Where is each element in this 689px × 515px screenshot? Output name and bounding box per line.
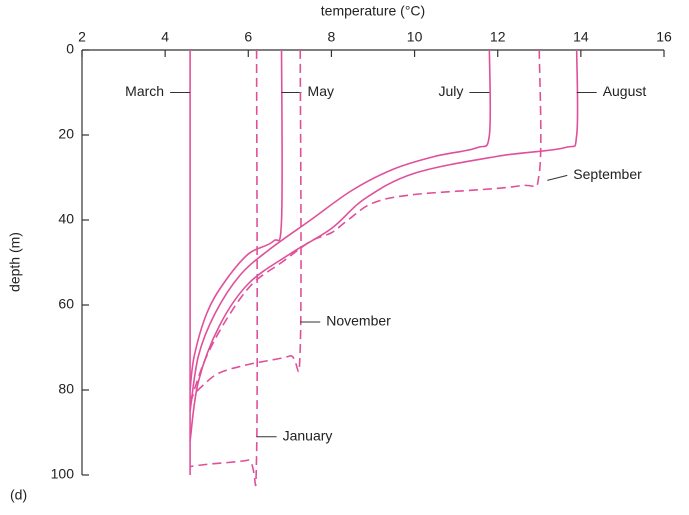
x-tick-label: 8 xyxy=(328,29,336,45)
y-tick-label: 80 xyxy=(58,381,74,397)
y-tick-label: 100 xyxy=(51,466,75,482)
x-axis-title: temperature (°C) xyxy=(321,3,425,19)
series-label: July xyxy=(438,83,463,99)
x-tick-label: 12 xyxy=(490,29,506,45)
series-line xyxy=(189,49,283,391)
series-line xyxy=(189,49,542,408)
y-axis-title: depth (m) xyxy=(7,232,23,292)
panel-label: (d) xyxy=(10,487,27,503)
x-tick-label: 6 xyxy=(244,29,252,45)
x-tick-label: 16 xyxy=(656,29,672,45)
series-label: September xyxy=(573,166,642,182)
series-label: May xyxy=(308,83,334,99)
y-tick-label: 40 xyxy=(58,211,74,227)
y-tick-label: 60 xyxy=(58,296,74,312)
y-tick-label: 0 xyxy=(66,41,74,57)
y-tick-label: 20 xyxy=(58,126,74,142)
series-label: January xyxy=(283,427,333,443)
x-tick-label: 14 xyxy=(573,29,589,45)
series-line xyxy=(189,49,579,442)
series-label: August xyxy=(603,83,647,99)
series-line xyxy=(189,49,492,412)
series-line xyxy=(189,49,259,487)
x-tick-label: 10 xyxy=(407,29,423,45)
series-label: November xyxy=(326,313,391,329)
x-tick-label: 2 xyxy=(78,29,86,45)
series-label: March xyxy=(125,83,164,99)
label-leader xyxy=(547,174,568,181)
series-line xyxy=(189,49,302,400)
x-tick-label: 4 xyxy=(161,29,169,45)
